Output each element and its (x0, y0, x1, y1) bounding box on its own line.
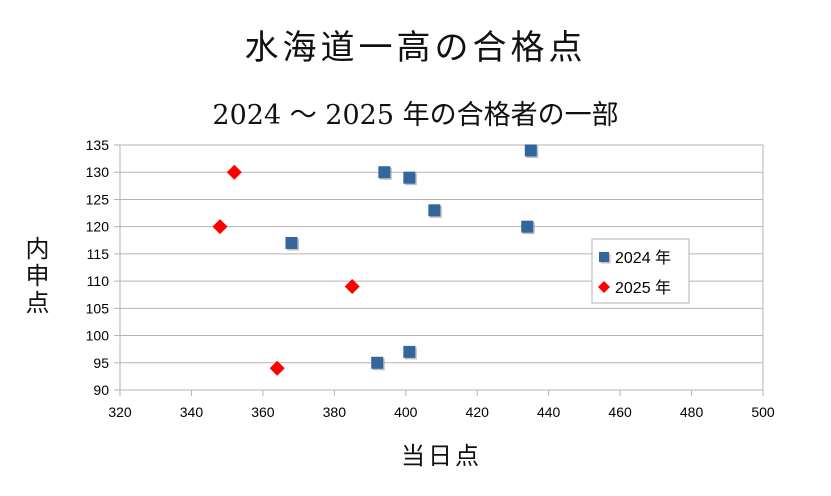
x-tick-label: 420 (466, 404, 490, 420)
data-point-2024 (403, 171, 416, 184)
x-tick-label: 380 (323, 404, 347, 420)
x-tick-label: 320 (108, 404, 132, 420)
chart-subtitle: 2024 ～ 2025 年の合格者の一部 (212, 100, 619, 131)
data-points (212, 144, 539, 376)
x-tick-label: 360 (251, 404, 275, 420)
y-axis-label: 内申点 (21, 236, 49, 317)
x-tick-label: 440 (537, 404, 561, 420)
data-point-2025 (344, 279, 360, 295)
tick-labels: 90 95 100 105 110 115 120 125 130 135 320 340 360 380… (86, 137, 775, 420)
x-tick-label: 500 (751, 404, 775, 420)
legend-label: 2025 年 (615, 279, 671, 297)
legend-label: 2024 年 (615, 249, 671, 267)
data-point-2024 (524, 144, 537, 157)
y-tick-label: 125 (86, 191, 110, 207)
x-tick-label: 480 (680, 404, 704, 420)
y-tick-label: 135 (86, 137, 110, 153)
data-point-2024 (403, 345, 416, 358)
legend-marker-2025 (598, 281, 610, 293)
y-tick-label: 100 (86, 328, 110, 344)
y-tick-label: 130 (86, 164, 110, 180)
data-point-2024 (378, 166, 391, 179)
y-tick-label: 90 (93, 382, 109, 398)
x-axis-label: 当日点 (401, 442, 482, 470)
y-tick-label: 120 (86, 219, 110, 235)
legend: 2024 年 2025 年 (591, 238, 690, 304)
data-point-2024 (371, 356, 384, 369)
x-tick-label: 340 (180, 404, 204, 420)
data-point-2025 (212, 219, 228, 235)
data-point-2024 (285, 237, 298, 249)
axes (114, 144, 764, 396)
y-tick-label: 110 (87, 273, 110, 289)
gridlines (120, 144, 763, 391)
x-tick-label: 400 (394, 404, 418, 420)
y-tick-label: 95 (93, 355, 109, 371)
data-point-2024 (521, 220, 534, 233)
data-point-2025 (269, 360, 285, 376)
y-tick-label: 115 (87, 246, 110, 262)
chart-title: 水海道一高の合格点 (244, 28, 587, 68)
legend-marker-2024 (599, 252, 609, 262)
x-tick-label: 460 (608, 404, 632, 420)
y-tick-label: 105 (86, 300, 110, 316)
data-point-2025 (226, 164, 242, 180)
plot-frame (119, 144, 764, 391)
legend-box (591, 238, 690, 304)
data-point-2024 (428, 204, 441, 217)
